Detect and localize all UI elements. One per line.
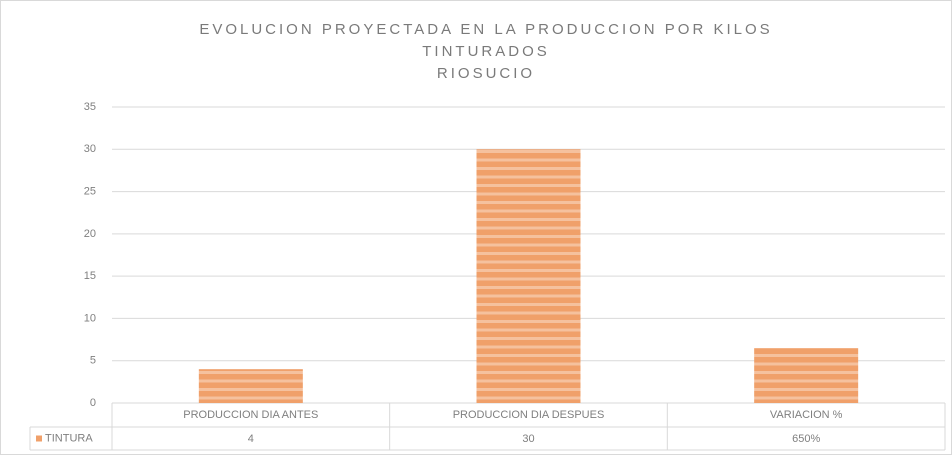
chart-title: EVOLUCION PROYECTADA EN LA PRODUCCION PO…: [199, 21, 772, 38]
x-tick-label: PRODUCCION DIA ANTES: [183, 409, 318, 421]
y-tick-label: 35: [84, 101, 96, 113]
chart-title: RIOSUCIO: [437, 65, 535, 82]
chart-title: TINTURADOS: [422, 43, 550, 60]
data-label: 650%: [792, 433, 820, 445]
y-tick-label: 25: [84, 185, 96, 197]
y-tick-label: 5: [90, 355, 96, 367]
x-tick-label: VARIACION %: [770, 409, 843, 421]
bar: [198, 369, 303, 403]
y-tick-label: 10: [84, 312, 96, 324]
legend-swatch: [36, 435, 42, 442]
y-tick-label: 20: [84, 228, 96, 240]
y-tick-label: 15: [84, 270, 96, 282]
x-tick-label: PRODUCCION DIA DESPUES: [453, 409, 605, 421]
data-label: 30: [522, 433, 534, 445]
bar: [754, 348, 859, 403]
bar: [476, 149, 581, 403]
y-tick-label: 0: [90, 397, 96, 409]
y-tick-label: 30: [84, 143, 96, 155]
legend-label: TINTURA: [45, 432, 93, 444]
data-label: 4: [248, 433, 254, 445]
